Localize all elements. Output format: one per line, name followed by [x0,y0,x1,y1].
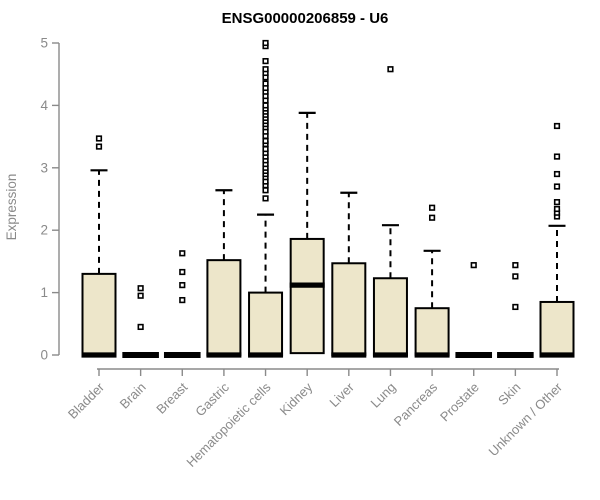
y-tick-label: 4 [40,98,48,113]
outlier-point [179,268,186,276]
box-unknown-other [539,122,575,358]
outlier-point [512,303,519,311]
outlier-point [512,262,519,269]
x-category-label: Unknown / Other [486,379,566,459]
outlier-point [262,66,269,73]
outlier-point [553,199,561,206]
box-rect [331,262,367,356]
y-tick-label: 2 [40,223,48,238]
x-category-label: Kidney [277,379,316,418]
box-pancreas [414,204,450,358]
box-hematopoietic-cells [248,39,284,358]
y-tick-label: 5 [40,36,48,51]
x-category-label: Skin [495,380,523,408]
box-breast [163,250,201,358]
outlier-point [137,323,144,331]
box-prostate [455,262,493,358]
box-rect [289,237,325,355]
outlier-point [553,170,561,178]
outlier-point [428,204,436,211]
box-bladder [81,135,117,358]
x-category-label: Breast [153,379,190,416]
box-rect [81,272,117,357]
x-category-label: Lung [368,380,399,411]
outlier-point [262,145,269,153]
box-lung [372,66,408,358]
x-category-label: Prostate [437,380,482,425]
outlier-point [262,80,269,87]
outlier-point [95,135,103,142]
outlier-point [512,273,519,280]
box-gastric [206,189,242,358]
y-axis: 0 1 2 3 4 5 [40,36,60,363]
outlier-point [137,292,144,299]
x-category-label: Brain [117,380,149,412]
box-rect [372,277,408,356]
y-tick-label: 3 [40,160,48,175]
outlier-point [262,39,269,47]
x-category-label: Liver [326,379,357,410]
outlier-point [553,122,561,130]
outlier-point [428,214,436,221]
box-rect [414,307,450,357]
outlier-point [553,183,561,190]
outlier-point [553,205,561,213]
y-tick-label: 0 [40,348,48,363]
x-category-label: Pancreas [391,379,441,429]
x-category-label: Bladder [65,379,108,422]
y-axis-title: Expression [4,174,19,241]
box-skin [497,262,534,358]
outlier-point [179,296,186,304]
outlier-point [553,153,561,160]
box-rect [206,259,242,357]
outlier-point [470,262,477,269]
y-tick-label: 1 [40,285,48,300]
outlier-point [262,102,269,109]
outlier-point [262,187,269,194]
box-liver [331,191,367,358]
outlier-point [179,250,186,257]
box-rect [539,300,575,356]
outlier-point [262,137,269,145]
outlier-point [179,282,186,289]
x-category-label: Gastric [192,379,232,419]
box-kidney [289,111,325,355]
box-rect [248,291,284,357]
chart-title: ENSG00000206859 - U6 [222,10,389,27]
outlier-point [95,143,103,150]
outlier-point [262,195,269,202]
box-brain [122,285,159,358]
outlier-point [137,285,144,292]
outlier-point [262,57,269,65]
outlier-point [387,66,394,73]
